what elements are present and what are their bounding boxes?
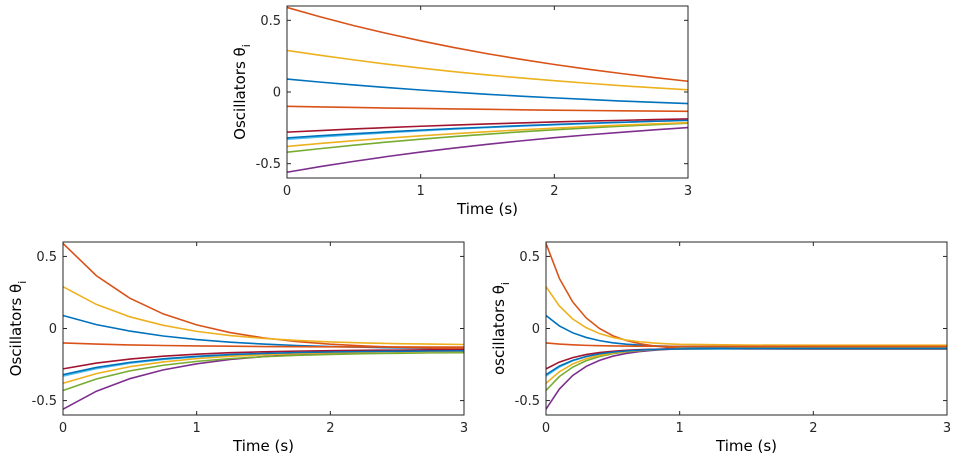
series-line-10 [545, 347, 947, 376]
y-axis-label-subscript: i [16, 281, 29, 284]
y-axis-label: oscillators θi [490, 282, 512, 375]
y-tick-label: 0.5 [519, 250, 540, 265]
series-line-7 [62, 349, 464, 370]
y-tick-label: -0.5 [515, 394, 540, 409]
series-line-7 [286, 118, 689, 133]
y-axis-label-subscript: i [499, 282, 512, 285]
x-axis-label: Time (s) [715, 437, 777, 455]
y-axis-label-text: Oscillators θ [7, 284, 25, 377]
series-line-8 [286, 105, 689, 113]
series-line-3 [545, 286, 947, 347]
x-tick-label: 0 [542, 421, 550, 436]
series-group [62, 242, 465, 410]
x-tick-label: 1 [676, 421, 684, 436]
y-tick-label: 0 [49, 322, 57, 337]
x-tick-label: 0 [283, 184, 291, 199]
series-line-5 [62, 351, 465, 392]
y-axis-label: Oscillators θi [7, 281, 29, 377]
series-line-2 [286, 6, 689, 83]
series-line-9 [286, 121, 689, 148]
x-tick-label: 3 [943, 421, 951, 436]
x-axis-label: Time (s) [456, 200, 518, 218]
series-group [545, 243, 947, 410]
x-tick-label: 0 [59, 421, 67, 436]
x-axis-label: Time (s) [232, 437, 294, 455]
series-line-2 [62, 242, 465, 350]
axes-box [545, 241, 948, 416]
y-axis-label: Oscillators θi [231, 44, 253, 140]
x-tick-label: 1 [417, 184, 425, 199]
x-tick-label: 1 [193, 421, 201, 436]
y-axis-label-text: oscillators θ [490, 285, 508, 375]
y-tick-label: 0.5 [260, 14, 281, 29]
y-tick-label: 0 [273, 86, 281, 101]
series-line-3 [62, 285, 465, 346]
x-tick-label: 3 [684, 184, 692, 199]
y-axis-label-subscript: i [240, 44, 253, 47]
series-line-3 [286, 49, 689, 91]
x-tick-label: 2 [326, 421, 334, 436]
x-tick-label: 2 [550, 184, 558, 199]
series-line-4 [286, 126, 689, 174]
series-line-8 [62, 342, 464, 348]
series-group [286, 6, 689, 174]
y-tick-label: 0.5 [36, 250, 57, 265]
axes-box [286, 5, 689, 179]
series-line-5 [286, 122, 689, 153]
x-tick-label: 2 [809, 421, 817, 436]
series-line-1 [286, 78, 689, 105]
series-line-2 [545, 243, 947, 350]
y-tick-label: 0 [532, 322, 540, 337]
series-line-10 [62, 350, 465, 376]
y-tick-label: -0.5 [32, 394, 57, 409]
series-line-4 [545, 347, 947, 410]
y-tick-label: -0.5 [256, 157, 281, 172]
x-tick-label: 3 [460, 421, 468, 436]
axes-box [62, 241, 465, 416]
series-line-10 [286, 119, 689, 139]
series-line-8 [545, 342, 947, 348]
y-axis-label-text: Oscillators θ [231, 47, 249, 140]
